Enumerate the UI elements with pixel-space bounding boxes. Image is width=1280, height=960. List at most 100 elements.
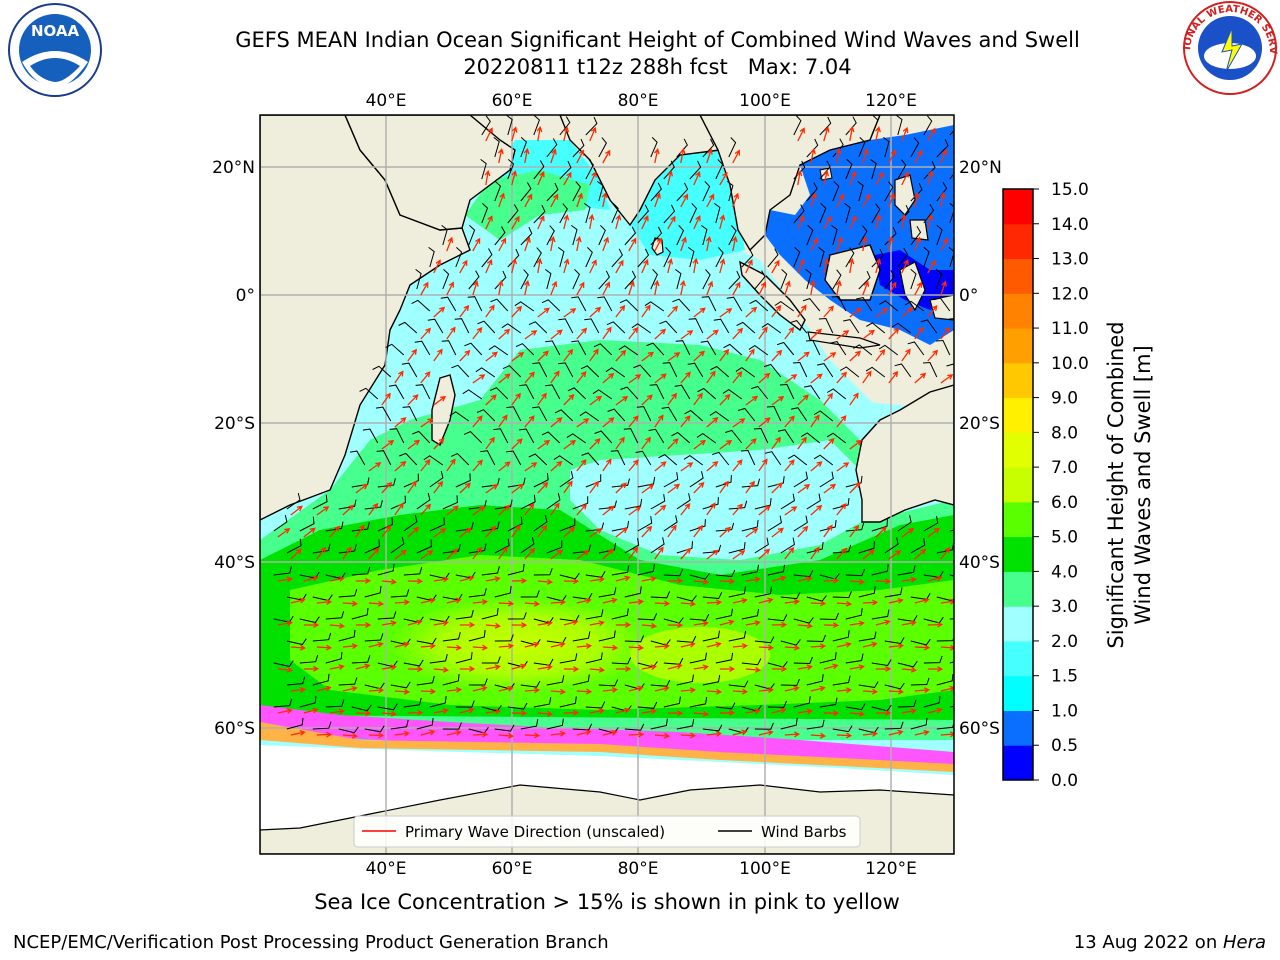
wind-barb: [620, 386, 639, 400]
wave-direction-arrow: [875, 526, 887, 538]
wind-barb: [689, 160, 702, 180]
wind-barb: [748, 344, 769, 356]
wave-direction-arrow: [862, 280, 870, 296]
wind-barb: [533, 115, 540, 136]
wave-direction-arrow: [524, 547, 536, 560]
wind-barb: [416, 637, 437, 645]
wind-barb: [754, 586, 773, 598]
wave-direction-arrow: [420, 281, 429, 296]
wind-barb: [455, 473, 471, 488]
wave-direction-arrow: [667, 215, 676, 230]
wave-direction-arrow: [433, 620, 449, 627]
wind-barb: [891, 322, 912, 334]
wave-direction-arrow: [654, 643, 671, 650]
lon-tick-top-100e: 100°E: [739, 91, 791, 111]
wave-direction-arrow: [745, 348, 755, 362]
wind-barb: [507, 204, 519, 224]
wind-barb: [427, 318, 444, 334]
colorbar-tick-label: 11.0: [1051, 319, 1089, 339]
footer-date-text: 13 Aug 2022 on: [1073, 932, 1223, 953]
wave-direction-arrow: [381, 578, 398, 585]
wave-direction-arrow: [771, 707, 787, 714]
wind-barb: [585, 701, 606, 709]
wave-direction-arrow: [901, 348, 911, 362]
wind-barb: [702, 724, 723, 732]
wave-direction-arrow: [771, 304, 782, 318]
wave-direction-arrow: [836, 687, 853, 694]
wave-direction-arrow: [563, 709, 580, 716]
wave-direction-arrow: [836, 732, 853, 739]
wave-direction-arrow: [497, 279, 504, 296]
wave-direction-arrow: [849, 710, 866, 717]
wave-direction-arrow: [940, 685, 954, 692]
wave-direction-arrow: [967, 601, 981, 606]
wind-barb: [299, 516, 315, 532]
wave-direction-arrow: [329, 708, 345, 715]
wave-direction-arrow: [784, 374, 798, 384]
wind-barb: [520, 269, 529, 290]
wave-direction-arrow: [784, 326, 795, 340]
wave-direction-arrow: [719, 526, 731, 538]
wave-direction-arrow: [849, 307, 862, 318]
lat-tick-right-40s: 40°S: [959, 553, 1000, 573]
colorbar-segment: [1003, 501, 1033, 538]
wind-barb: [910, 226, 922, 246]
wave-direction-arrow: [602, 281, 611, 296]
wind-barb: [922, 361, 938, 378]
wave-direction-arrow: [537, 392, 547, 406]
wind-barb: [506, 406, 522, 422]
wave-direction-arrow: [511, 305, 523, 318]
wave-direction-arrow: [693, 350, 705, 362]
wave-direction-arrow: [316, 685, 332, 692]
wave-direction-arrow: [810, 685, 826, 692]
wind-barb: [663, 569, 684, 577]
wave-direction-arrow: [641, 664, 657, 671]
wind-barb: [572, 181, 582, 202]
wave-direction-arrow: [433, 528, 447, 538]
wind-barb: [857, 181, 864, 202]
wave-direction-arrow: [927, 259, 936, 274]
wind-barb: [411, 299, 431, 312]
wind-barb: [845, 247, 855, 268]
wind-barb: [663, 657, 684, 665]
wind-barb: [624, 586, 642, 598]
wind-barb: [286, 717, 304, 730]
wind-barb: [806, 225, 814, 246]
lat-tick-left-20n: 20°N: [212, 158, 255, 178]
wind-barb: [763, 363, 782, 378]
wind-barb: [598, 225, 606, 246]
wave-direction-arrow: [927, 305, 938, 318]
wind-barb: [520, 590, 540, 598]
wave-direction-arrow: [810, 600, 827, 607]
wind-barb: [338, 726, 359, 734]
wind-barb: [592, 389, 613, 400]
wave-direction-arrow: [784, 506, 798, 516]
wind-barb: [650, 269, 658, 290]
wave-direction-arrow: [498, 192, 505, 208]
wave-direction-arrow: [342, 600, 359, 607]
wind-barb: [338, 544, 357, 554]
wave-direction-arrow: [875, 619, 891, 626]
wave-direction-arrow: [887, 235, 894, 252]
wave-direction-arrow: [797, 394, 809, 406]
wave-direction-arrow: [576, 281, 585, 296]
wave-direction-arrow: [576, 503, 587, 516]
wind-barb: [455, 652, 473, 664]
wind-barb: [793, 204, 805, 224]
wind-barb: [533, 204, 546, 224]
wave-direction-arrow: [524, 279, 530, 296]
wind-barb: [754, 636, 775, 644]
wave-direction-arrow: [277, 708, 293, 714]
wind-barb: [571, 224, 578, 246]
wind-barb: [700, 340, 717, 356]
wind-barb: [832, 591, 852, 599]
wave-direction-arrow: [875, 258, 882, 274]
wave-direction-arrow: [809, 279, 816, 296]
wave-direction-arrow: [472, 237, 481, 252]
wind-barb: [871, 115, 879, 136]
wind-barb: [715, 608, 733, 620]
wind-barb: [910, 538, 926, 554]
wave-direction-arrow: [940, 644, 954, 651]
wave-direction-arrow: [628, 644, 645, 651]
wave-direction-arrow: [459, 482, 471, 494]
